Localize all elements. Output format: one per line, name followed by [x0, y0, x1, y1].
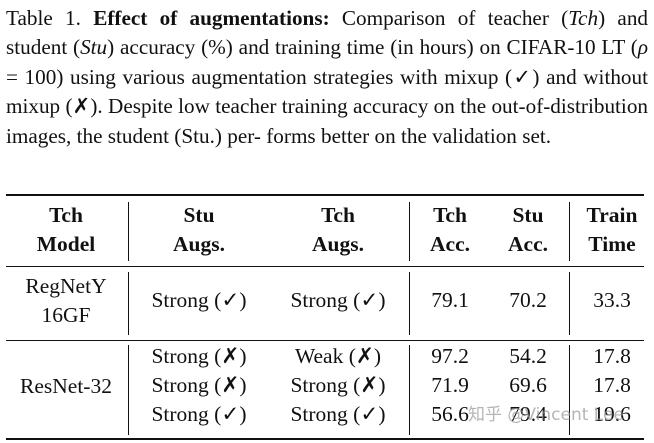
- header-train-time: Train Time: [576, 201, 648, 259]
- table-group-rule: [6, 340, 644, 341]
- table-cell: 56.6: [431, 402, 469, 426]
- table-cell: Strong (✗): [151, 344, 247, 368]
- caption-text: forms better on the validation set.: [266, 123, 552, 148]
- caption-text: mixup (✓) and without mixup (✗). Despite…: [6, 64, 648, 119]
- column-divider: [128, 202, 129, 261]
- column-divider: [569, 272, 570, 335]
- header-line: Tch: [49, 203, 83, 227]
- caption-text: = 100) using various augmentation strate…: [6, 64, 438, 89]
- header-stu-augs: Stu Augs.: [135, 201, 263, 259]
- caption-text: CIFAR-10 LT (: [506, 35, 638, 60]
- header-tch-acc: Tch Acc.: [417, 201, 483, 259]
- table-cell: 17.8: [593, 373, 631, 397]
- caption-label: Table 1.: [6, 6, 81, 30]
- column-divider: [128, 345, 129, 435]
- table-cell: Strong (✓): [290, 402, 386, 426]
- header-tch-augs: Tch Augs.: [272, 201, 404, 259]
- table-cell: 70.2: [509, 288, 547, 312]
- table-cell: Strong (✗): [151, 373, 247, 397]
- table-cell: 79.1: [431, 288, 469, 312]
- table-bottom-rule: [6, 438, 644, 440]
- caption-text: and student (: [6, 6, 649, 60]
- table-cell: 79.4: [509, 402, 547, 426]
- table-cell: 17.8: [593, 344, 631, 368]
- table-cell: 54.2: [509, 344, 547, 368]
- table-cell: 69.6: [509, 373, 547, 397]
- header-line: Acc.: [430, 232, 470, 256]
- table-cell: Strong (✓): [151, 288, 247, 312]
- table-cell: 97.2: [431, 344, 469, 368]
- table-cell: 71.9: [431, 373, 469, 397]
- watermark: 知乎 @Vincent Lee: [468, 405, 624, 425]
- header-line: Tch: [321, 203, 355, 227]
- model-line: 16GF: [41, 303, 91, 327]
- table-cell: 33.3: [593, 288, 631, 312]
- table-header-rule: [6, 266, 644, 267]
- header-tch-model: Tch Model: [6, 201, 126, 259]
- column-divider: [409, 345, 410, 435]
- caption-text: ): [598, 6, 606, 30]
- header-line: Augs.: [173, 232, 225, 256]
- table-cell: Weak (✗): [294, 344, 382, 368]
- caption-rho: ρ: [637, 35, 649, 60]
- table-top-rule: [6, 194, 644, 196]
- header-line: Model: [36, 232, 96, 256]
- table-cell: Strong (✗): [290, 373, 386, 397]
- caption-text: ) accuracy (%) and training time (in hou…: [107, 35, 501, 60]
- caption-stu: Stu: [80, 35, 108, 60]
- model-cell: RegNetY 16GF: [6, 272, 126, 330]
- column-divider: [409, 202, 410, 261]
- caption-text: accuracy on the out-of-distribution imag…: [6, 94, 649, 148]
- table-cell: Strong (✓): [290, 288, 386, 312]
- table-caption: Table 1. Effect of augmentations: Compar…: [6, 4, 648, 151]
- caption-title: Effect of augmentations:: [93, 6, 330, 30]
- header-stu-acc: Stu Acc.: [495, 201, 561, 259]
- header-line: Augs.: [312, 232, 364, 256]
- model-line: RegNetY: [25, 274, 107, 298]
- header-line: Time: [588, 232, 636, 256]
- header-line: Acc.: [508, 232, 548, 256]
- column-divider: [569, 202, 570, 261]
- column-divider: [409, 272, 410, 335]
- header-line: Stu: [512, 203, 544, 227]
- header-line: Stu: [183, 203, 215, 227]
- header-line: Train: [586, 203, 638, 227]
- column-divider: [569, 345, 570, 435]
- caption-tch: Tch: [568, 6, 599, 30]
- header-line: Tch: [433, 203, 467, 227]
- table-cell: Strong (✓): [151, 402, 247, 426]
- table-cell: 19.6: [593, 402, 631, 426]
- model-cell: ResNet-32: [20, 374, 112, 398]
- column-divider: [128, 272, 129, 335]
- caption-text: Comparison of teacher (: [329, 6, 569, 30]
